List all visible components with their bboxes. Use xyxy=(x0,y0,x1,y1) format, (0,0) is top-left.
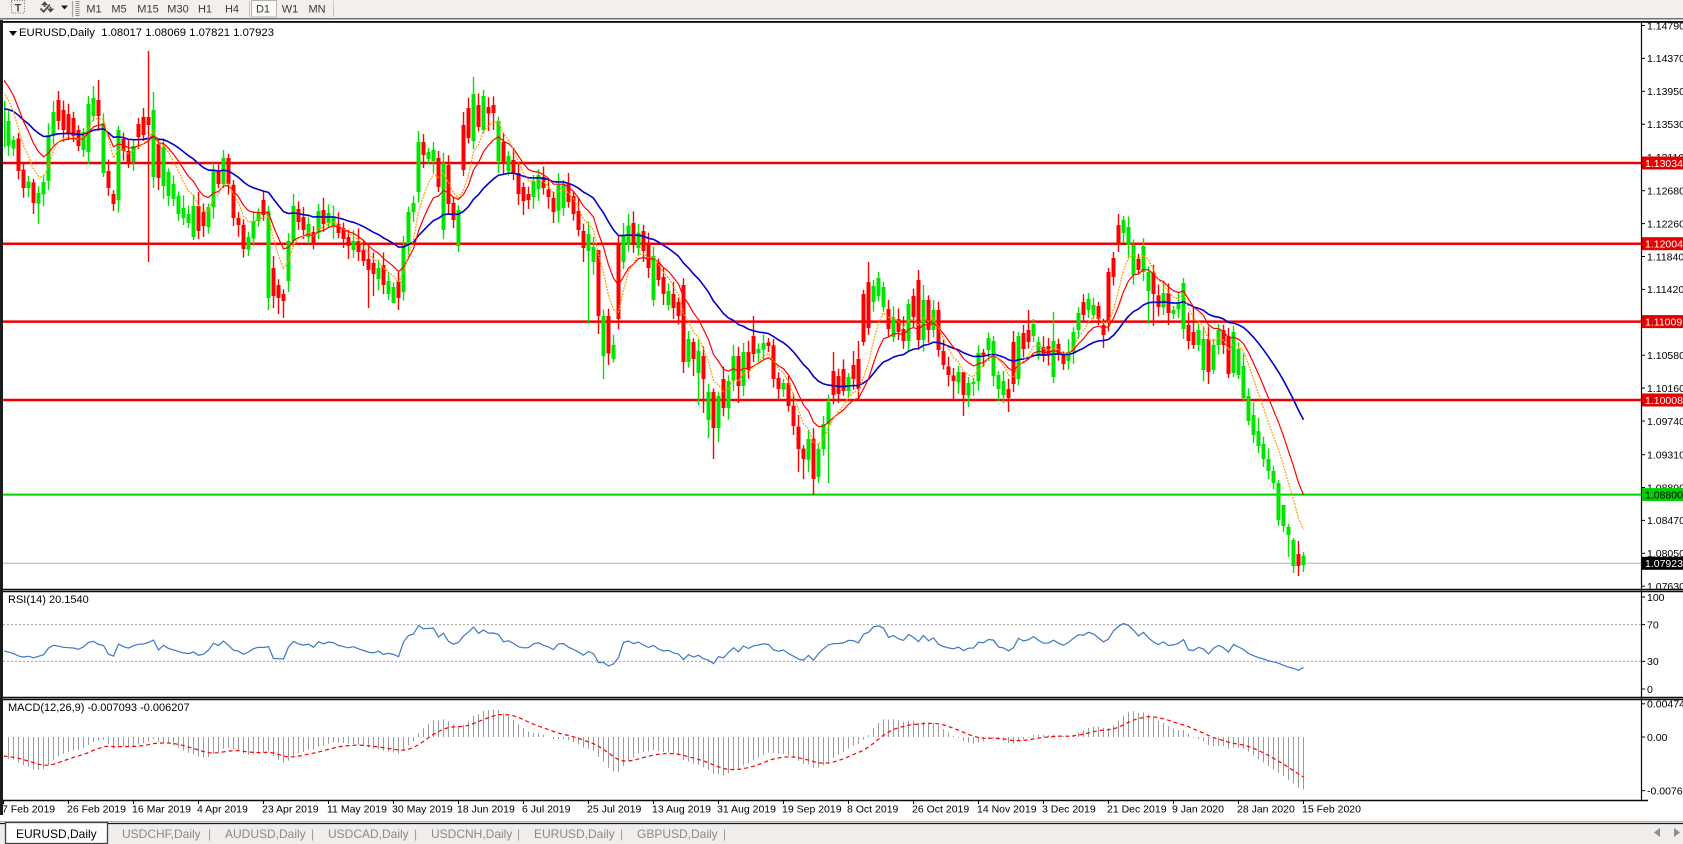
svg-text:23 Apr 2019: 23 Apr 2019 xyxy=(262,804,319,816)
svg-text:8 Oct 2019: 8 Oct 2019 xyxy=(847,804,899,816)
svg-text:1.13034: 1.13034 xyxy=(1645,158,1683,170)
svg-text:H4: H4 xyxy=(225,4,239,16)
svg-text:14 Nov 2019: 14 Nov 2019 xyxy=(977,804,1037,816)
svg-text:0: 0 xyxy=(1647,684,1653,696)
svg-text:1.12004: 1.12004 xyxy=(1645,239,1683,251)
svg-text:1.14370: 1.14370 xyxy=(1647,53,1683,65)
svg-text:1.09740: 1.09740 xyxy=(1647,416,1683,428)
svg-text:16 Mar 2019: 16 Mar 2019 xyxy=(132,804,191,816)
svg-text:|: | xyxy=(723,827,726,841)
svg-text:EURUSD,Daily: EURUSD,Daily xyxy=(534,827,615,841)
svg-text:1.13950: 1.13950 xyxy=(1647,86,1683,98)
svg-text:6 Jul 2019: 6 Jul 2019 xyxy=(522,804,571,816)
svg-text:RSI(14) 20.1540: RSI(14) 20.1540 xyxy=(8,594,89,606)
svg-text:9 Jan 2020: 9 Jan 2020 xyxy=(1172,804,1224,816)
svg-text:H1: H1 xyxy=(198,4,212,16)
svg-text:1.12260: 1.12260 xyxy=(1647,218,1683,230)
svg-text:GBPUSD,Daily: GBPUSD,Daily xyxy=(637,827,718,841)
svg-text:1.09310: 1.09310 xyxy=(1647,450,1683,462)
svg-text:T: T xyxy=(15,3,22,15)
svg-text:26 Feb 2019: 26 Feb 2019 xyxy=(67,804,126,816)
svg-text:-0.007656: -0.007656 xyxy=(1647,785,1683,797)
svg-text:18 Jun 2019: 18 Jun 2019 xyxy=(457,804,515,816)
svg-text:MN: MN xyxy=(308,4,325,16)
svg-text:15 Feb 2020: 15 Feb 2020 xyxy=(1302,804,1361,816)
svg-text:EURUSD,Daily: EURUSD,Daily xyxy=(16,827,97,841)
svg-text:D1: D1 xyxy=(256,4,270,16)
svg-text:1.11420: 1.11420 xyxy=(1647,284,1683,296)
svg-text:30 May 2019: 30 May 2019 xyxy=(392,804,453,816)
svg-text:1.10580: 1.10580 xyxy=(1647,350,1683,362)
svg-text:|: | xyxy=(414,827,417,841)
svg-text:70: 70 xyxy=(1647,619,1659,631)
svg-text:30: 30 xyxy=(1647,656,1659,668)
svg-text:EURUSD,Daily 1.08017 1.08069: EURUSD,Daily 1.08017 1.08069 1.07821 1.0… xyxy=(19,27,274,39)
svg-text:1.08470: 1.08470 xyxy=(1647,515,1683,527)
svg-text:100: 100 xyxy=(1647,592,1665,604)
svg-text:USDCAD,Daily: USDCAD,Daily xyxy=(328,827,409,841)
svg-text:M30: M30 xyxy=(167,4,188,16)
svg-text:25 Jul 2019: 25 Jul 2019 xyxy=(587,804,641,816)
svg-text:28 Jan 2020: 28 Jan 2020 xyxy=(1237,804,1295,816)
svg-text:AUDUSD,Daily: AUDUSD,Daily xyxy=(225,827,306,841)
svg-text:7 Feb 2019: 7 Feb 2019 xyxy=(2,804,55,816)
svg-text:W1: W1 xyxy=(282,4,299,16)
svg-text:19 Sep 2019: 19 Sep 2019 xyxy=(782,804,842,816)
svg-text:1.08800: 1.08800 xyxy=(1645,489,1683,501)
svg-text:1.12680: 1.12680 xyxy=(1647,186,1683,198)
svg-text:|: | xyxy=(517,827,520,841)
svg-text:21 Dec 2019: 21 Dec 2019 xyxy=(1107,804,1167,816)
svg-text:M5: M5 xyxy=(111,4,126,16)
svg-text:|: | xyxy=(208,827,211,841)
svg-text:26 Oct 2019: 26 Oct 2019 xyxy=(912,804,969,816)
svg-text:|: | xyxy=(620,827,623,841)
svg-text:1.14790: 1.14790 xyxy=(1647,20,1683,32)
svg-text:MACD(12,26,9) -0.007093 -0.006: MACD(12,26,9) -0.007093 -0.006207 xyxy=(8,702,190,714)
svg-text:11 May 2019: 11 May 2019 xyxy=(327,804,387,816)
svg-text:0.004742: 0.004742 xyxy=(1647,699,1683,711)
svg-text:1.07923: 1.07923 xyxy=(1645,558,1683,570)
svg-text:1.07630: 1.07630 xyxy=(1647,581,1683,593)
svg-text:M1: M1 xyxy=(86,4,101,16)
svg-text:1.10008: 1.10008 xyxy=(1645,395,1683,407)
svg-text:31 Aug 2019: 31 Aug 2019 xyxy=(717,804,776,816)
svg-text:1.13530: 1.13530 xyxy=(1647,119,1683,131)
svg-text:3 Dec 2019: 3 Dec 2019 xyxy=(1042,804,1096,816)
svg-text:M15: M15 xyxy=(137,4,158,16)
svg-text:4 Apr 2019: 4 Apr 2019 xyxy=(197,804,248,816)
svg-text:1.11840: 1.11840 xyxy=(1647,251,1683,263)
svg-text:USDCHF,Daily: USDCHF,Daily xyxy=(122,827,201,841)
svg-text:1.11009: 1.11009 xyxy=(1645,316,1682,328)
svg-text:13 Aug 2019: 13 Aug 2019 xyxy=(652,804,711,816)
svg-text:1.10160: 1.10160 xyxy=(1647,383,1683,395)
svg-text:0.00: 0.00 xyxy=(1647,732,1668,744)
svg-text:USDCNH,Daily: USDCNH,Daily xyxy=(431,827,512,841)
svg-text:|: | xyxy=(311,827,314,841)
